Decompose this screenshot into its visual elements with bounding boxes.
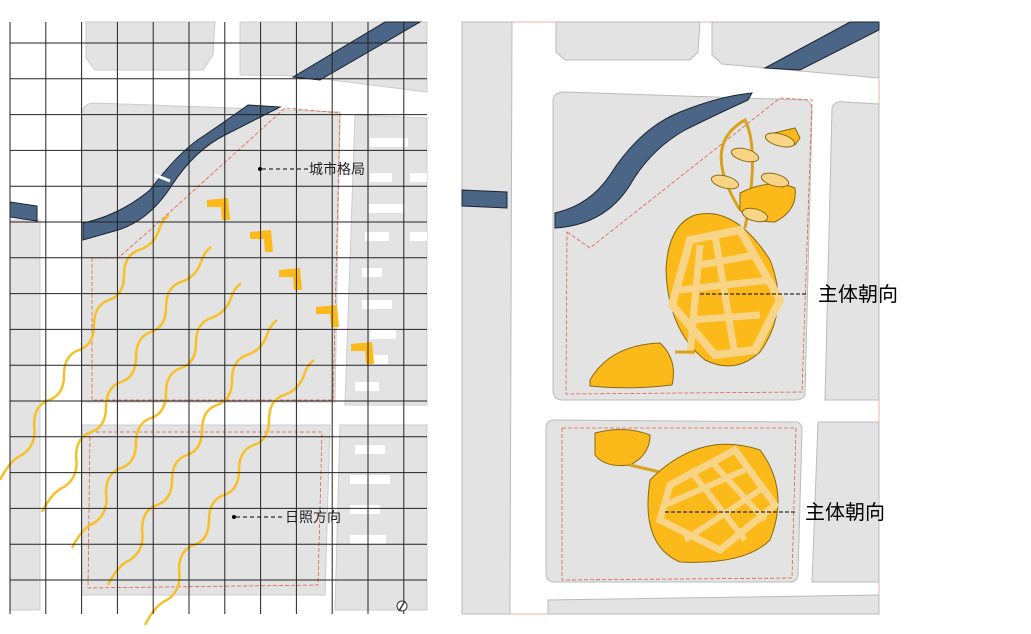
building	[594, 429, 651, 466]
sun-ray	[143, 358, 315, 626]
block	[85, 21, 216, 71]
block	[344, 114, 428, 406]
right-panel-map: 主体朝向 主体朝向	[461, 21, 898, 615]
pavilions	[710, 132, 796, 223]
building	[589, 342, 674, 389]
block-north-site	[81, 102, 341, 403]
north-arrow-icon	[396, 600, 408, 612]
building-complex-south	[594, 429, 780, 563]
building-grid	[679, 234, 771, 356]
analysis-grid	[9, 22, 427, 614]
site-boundary-north	[565, 97, 813, 395]
river-segment	[763, 21, 880, 71]
bridge	[154, 173, 171, 183]
site-boundary-south	[87, 431, 323, 589]
sun-ray	[40, 245, 212, 513]
river-segment	[461, 189, 508, 209]
arrowhead	[207, 198, 230, 220]
label-main-orientation-south: 主体朝向	[805, 500, 885, 524]
callout-urban-pattern: 城市格局	[258, 161, 365, 178]
arrowhead	[250, 230, 273, 252]
sun-ray	[0, 213, 170, 481]
connector-path	[719, 117, 754, 229]
block	[547, 594, 880, 615]
building-grid	[667, 225, 785, 360]
callout-main-orientation-north: 主体朝向	[700, 282, 898, 306]
building-grid	[663, 457, 768, 543]
sun-direction-arrows	[0, 213, 315, 626]
callout-sun-direction: 日照方向	[232, 510, 341, 526]
left-panel-map: 城市格局 日照方向	[0, 21, 428, 626]
city-blocks	[9, 21, 428, 611]
block	[461, 21, 513, 615]
block	[555, 21, 701, 61]
building-complex-north	[589, 117, 801, 389]
site-boundary-north	[91, 107, 341, 401]
river	[9, 21, 422, 241]
building-grid	[655, 445, 780, 555]
river-segment	[82, 104, 282, 241]
site-boundary-south	[561, 427, 797, 581]
arrowhead	[316, 305, 339, 327]
callout-main-orientation-south: 主体朝向	[665, 500, 885, 524]
label-sun-direction: 日照方向	[285, 510, 341, 526]
block	[811, 421, 880, 583]
sun-ray	[106, 318, 278, 586]
label-urban-pattern: 城市格局	[309, 161, 365, 178]
site-boundaries	[561, 97, 813, 581]
river	[461, 21, 880, 229]
sun-ray	[70, 281, 242, 549]
block	[824, 101, 880, 401]
river-segment	[554, 92, 753, 229]
label-main-orientation-north: 主体朝向	[818, 282, 898, 306]
site-boundaries	[87, 107, 341, 589]
